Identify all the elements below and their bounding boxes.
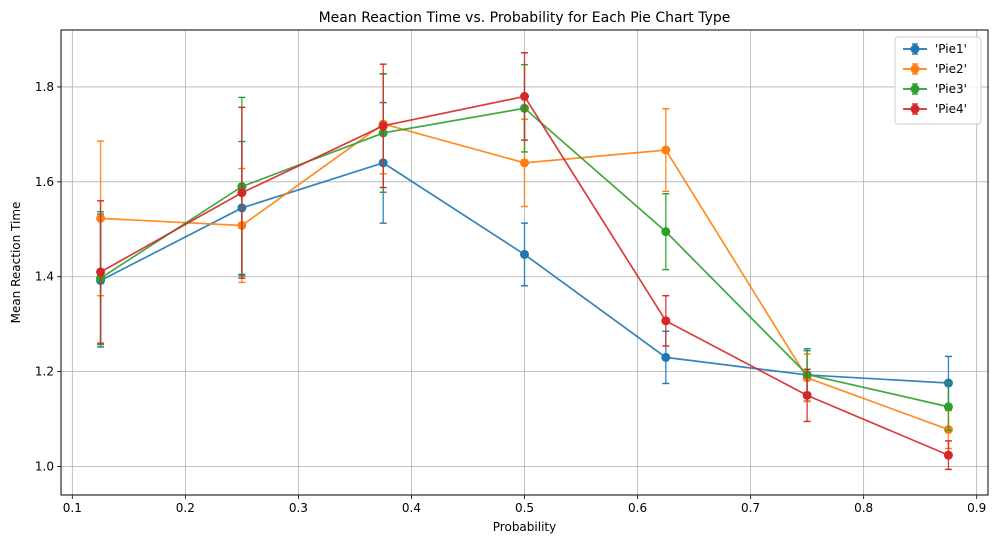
- legend-swatch-marker: [910, 64, 920, 74]
- y-tick-label: 1.2: [35, 365, 54, 379]
- data-point: [96, 267, 106, 277]
- data-point: [520, 249, 529, 259]
- legend-item: 'Pie1': [903, 42, 967, 56]
- x-tick-label: 0.9: [967, 501, 986, 515]
- legend-item: 'Pie4': [903, 102, 967, 116]
- legend-item: 'Pie3': [903, 82, 967, 96]
- legend-label: 'Pie4': [935, 102, 967, 116]
- legend-item: 'Pie2': [903, 62, 967, 76]
- x-tick-label: 0.3: [289, 501, 308, 515]
- x-tick-label: 0.4: [402, 501, 421, 515]
- legend-box: [894, 36, 982, 125]
- x-tick-label: 0.5: [515, 501, 534, 515]
- y-tick-label: 1.0: [35, 460, 54, 474]
- data-point: [943, 450, 953, 460]
- data-point: [661, 352, 671, 362]
- x-tick-label: 0.1: [63, 501, 82, 515]
- legend-swatch-marker: [910, 44, 920, 54]
- plot-data: [96, 52, 953, 471]
- data-point: [520, 91, 529, 101]
- data-point: [661, 227, 671, 237]
- data-point: [378, 121, 388, 131]
- y-tick-label: 1.4: [35, 270, 54, 284]
- x-tick-label: 0.8: [854, 501, 873, 515]
- series-4: [96, 52, 953, 471]
- legend-label: 'Pie3': [935, 82, 967, 96]
- data-point: [520, 158, 529, 168]
- y-tick-label: 1.6: [35, 175, 54, 189]
- data-point: [661, 316, 671, 326]
- legend-label: 'Pie1': [935, 42, 967, 56]
- axis-ticks: 0.1 0.2 0.3 0.4 0.5 0.6 0.7 0.8 0.9 1.0 1.2 1.4 1.6 1…: [35, 80, 986, 515]
- chart-title: Mean Reaction Time vs. Probability for E…: [319, 10, 731, 26]
- legend-swatch-marker: [910, 104, 920, 114]
- x-tick-label: 0.2: [176, 501, 195, 515]
- data-point: [802, 390, 812, 400]
- x-axis-label: Probability: [493, 520, 556, 534]
- legend-label: 'Pie2': [935, 62, 967, 76]
- legend-swatch-marker: [910, 84, 920, 94]
- data-point: [237, 188, 247, 198]
- x-tick-label: 0.7: [741, 501, 760, 515]
- legend: 'Pie1' 'Pie2' 'Pie3' 'Pie4': [894, 36, 982, 125]
- y-tick-label: 1.8: [35, 80, 54, 94]
- data-point: [661, 145, 671, 155]
- x-tick-label: 0.6: [628, 501, 647, 515]
- y-axis-label: Mean Reaction Time: [9, 202, 23, 324]
- data-point: [943, 402, 953, 412]
